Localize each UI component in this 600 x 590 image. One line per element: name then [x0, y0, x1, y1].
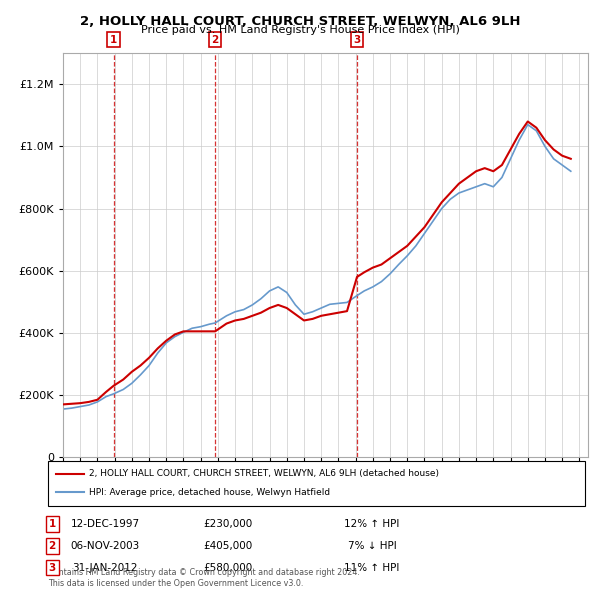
Text: HPI: Average price, detached house, Welwyn Hatfield: HPI: Average price, detached house, Welw… [89, 488, 330, 497]
Text: 2, HOLLY HALL COURT, CHURCH STREET, WELWYN, AL6 9LH (detached house): 2, HOLLY HALL COURT, CHURCH STREET, WELW… [89, 469, 439, 478]
Text: 3: 3 [353, 35, 361, 45]
Text: 12-DEC-1997: 12-DEC-1997 [70, 519, 140, 529]
Text: 1: 1 [49, 519, 56, 529]
Text: 7% ↓ HPI: 7% ↓ HPI [347, 541, 397, 550]
Text: 12% ↑ HPI: 12% ↑ HPI [344, 519, 400, 529]
Text: Price paid vs. HM Land Registry's House Price Index (HPI): Price paid vs. HM Land Registry's House … [140, 25, 460, 35]
Text: 06-NOV-2003: 06-NOV-2003 [70, 541, 140, 550]
Text: 2, HOLLY HALL COURT, CHURCH STREET, WELWYN, AL6 9LH: 2, HOLLY HALL COURT, CHURCH STREET, WELW… [80, 15, 520, 28]
Text: 31-JAN-2012: 31-JAN-2012 [72, 563, 138, 572]
Text: £230,000: £230,000 [203, 519, 253, 529]
Text: £405,000: £405,000 [203, 541, 253, 550]
Text: 2: 2 [212, 35, 219, 45]
Text: Contains HM Land Registry data © Crown copyright and database right 2024.
This d: Contains HM Land Registry data © Crown c… [48, 568, 360, 588]
Text: 1: 1 [110, 35, 117, 45]
Text: 11% ↑ HPI: 11% ↑ HPI [344, 563, 400, 572]
Text: £580,000: £580,000 [203, 563, 253, 572]
Text: 2: 2 [49, 541, 56, 550]
Text: 3: 3 [49, 563, 56, 572]
